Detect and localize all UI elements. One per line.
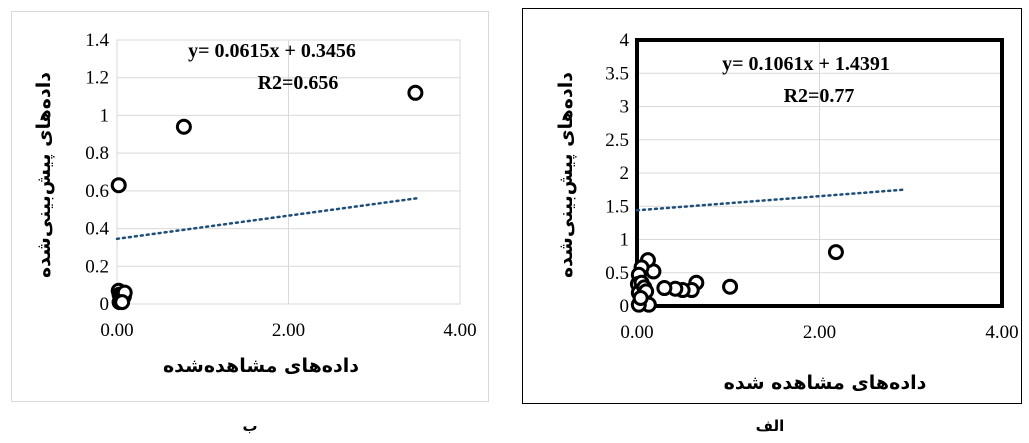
y-tick-label: 0 (100, 294, 110, 315)
trendline-equation: y= 0.0615x + 0.3456 (188, 40, 356, 62)
plot-area-border (635, 38, 1004, 308)
x-tick-label: 0.00 (620, 322, 653, 343)
data-point (632, 290, 649, 307)
y-tick-label: 0.8 (85, 143, 109, 164)
data-point (407, 84, 424, 101)
r-squared-label: R2=0.77 (784, 85, 855, 107)
y-axis-title: داده‌های پیش‌بینی‌شده (33, 72, 55, 278)
x-tick-label: 2.00 (803, 322, 836, 343)
caption-left: ب (242, 417, 258, 435)
y-tick-label: 1.5 (605, 196, 629, 217)
trendline-equation: y= 0.1061x + 1.4391 (722, 53, 890, 75)
y-tick-label: 0.6 (85, 181, 109, 202)
y-tick-label: 4 (620, 30, 630, 51)
plot-area-border (116, 39, 461, 305)
chart-panel-b (11, 11, 489, 402)
y-tick-label: 1 (620, 230, 630, 251)
caption-right: الف (755, 417, 785, 435)
data-point (175, 118, 192, 135)
x-tick-label: 4.00 (443, 320, 476, 341)
y-tick-label: 2.5 (605, 130, 629, 151)
data-point (110, 177, 127, 194)
y-tick-label: 0.4 (85, 219, 109, 240)
data-point (827, 244, 844, 261)
y-tick-label: 1 (100, 105, 110, 126)
x-axis-title: داده‌های مشاهده‌شده (163, 355, 359, 377)
y-tick-label: 2 (620, 163, 630, 184)
r-squared-label: R2=0.656 (258, 72, 339, 94)
y-axis-title: داده‌های پیش‌بینی‌شده (555, 72, 577, 278)
y-tick-label: 0 (620, 296, 630, 317)
x-axis-title: داده‌های مشاهده شده (724, 372, 927, 394)
x-tick-label: 2.00 (272, 320, 305, 341)
y-tick-label: 3 (620, 97, 630, 118)
trendline (115, 196, 419, 241)
data-point (656, 280, 673, 297)
y-tick-label: 1.2 (85, 68, 109, 89)
trendline (635, 188, 908, 212)
x-tick-label: 0.00 (100, 320, 133, 341)
y-tick-label: 0.5 (605, 263, 629, 284)
x-tick-label: 4.00 (985, 322, 1018, 343)
y-tick-label: 1.4 (85, 30, 109, 51)
y-tick-label: 3.5 (605, 63, 629, 84)
data-point (722, 278, 739, 295)
y-tick-label: 0.2 (85, 256, 109, 277)
data-point (114, 294, 131, 311)
